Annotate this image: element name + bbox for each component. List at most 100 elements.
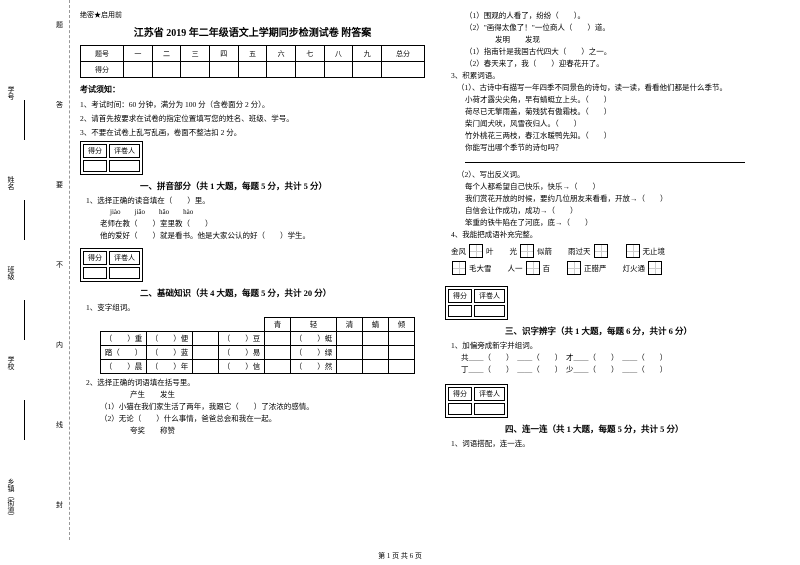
tianzi-box[interactable] [648,261,662,275]
binding-label-school: 学校 [6,356,16,370]
idiom-item: 雨过天 [568,244,609,258]
antonym-line: 每个人都希望自己快乐，快乐→（ ） [465,181,790,193]
question-line: 他的爱好（ ）就是看书。他是大家公认的好（ ）学生。 [100,230,425,242]
cell[interactable] [181,62,210,78]
scorer-box: 得分评卷人 [445,384,508,418]
binding-label-id: 学号 [6,86,16,100]
cell: 三 [181,46,210,62]
binding-line [24,400,25,440]
notice-line: 3、不要在试卷上乱写乱画，卷面不整洁扣 2 分。 [80,127,425,139]
binding-line [24,300,25,340]
seal-char: 线 [56,420,63,430]
tianzi-box[interactable] [452,261,466,275]
word-options: 产生 发生 [130,389,425,401]
cell[interactable] [193,332,219,346]
cell[interactable] [265,360,291,374]
question-text: 1、变字组词。 [86,302,425,314]
cell: 踏（ ） [101,346,147,360]
question-text: 1、加偏旁成新字并组词。 [451,340,790,352]
cell[interactable] [209,62,238,78]
cell[interactable] [389,332,415,346]
cell: 四 [209,46,238,62]
question-line: （1）小猫在我们家生活了两年，我跟它（ ）了浓浓的感情。 [100,401,425,413]
cell[interactable] [193,360,219,374]
cell[interactable] [267,62,296,78]
notice-heading: 考试须知： [80,84,425,95]
cell[interactable] [474,305,505,317]
content: 绝密★启用前 江苏省 2019 年二年级语文上学期同步检测试卷 附答案 题号 一… [80,10,790,450]
page-footer: 第 1 页 共 6 页 [0,551,800,561]
blank-line[interactable] [465,154,790,167]
cell[interactable] [265,332,291,346]
cell[interactable] [363,332,389,346]
cell: 得分 [81,62,124,78]
cell[interactable] [109,160,140,172]
seal-char: 题 [56,20,63,30]
tianzi-box[interactable] [567,261,581,275]
cell[interactable] [295,62,324,78]
cell: （ ）蓝 [147,346,193,360]
tianzi-box[interactable] [526,261,540,275]
word-options: 发明 发现 [495,34,790,46]
cell[interactable] [324,62,353,78]
cell[interactable] [448,403,472,415]
cell: 二 [152,46,181,62]
cell[interactable] [474,403,505,415]
idiom-text: 毛大雪 [469,263,492,274]
binding-area: 乡镇（街道） 学校 班级 姓名 学号 封 线 内 不 要 答 题 [0,0,70,540]
idiom-item: 灯火通 [623,261,664,275]
cell[interactable] [363,360,389,374]
cell: 倾 [389,318,415,332]
cell[interactable] [389,360,415,374]
tianzi-box[interactable] [626,244,640,258]
poem-line: 荷尽已无擎雨盖，菊残犹有傲霜枝。（ ） [465,106,790,118]
section-title-3: 三、识字辨字（共 1 大题，每题 6 分，共计 6 分） [505,325,790,337]
cell: （ ）晨 [101,360,147,374]
cell: （ ）豆 [219,332,265,346]
cell: （ ）重 [101,332,147,346]
idiom-item: 毛大雪 [451,261,492,275]
tianzi-box[interactable] [469,244,483,258]
cell[interactable] [448,305,472,317]
binding-label-name: 姓名 [6,176,16,190]
tianzi-box[interactable] [520,244,534,258]
question-text: 4、我能把成语补充完整。 [451,229,790,241]
idiom-text: 光 [510,246,518,257]
cell[interactable] [337,360,363,374]
section-title-1: 一、拼音部分（共 1 大题，每题 5 分，共计 5 分） [140,180,425,192]
cell[interactable] [152,62,181,78]
cell: （ ）然 [291,360,337,374]
idiom-text: 正腊严 [584,263,607,274]
binding-label-class: 班级 [6,266,16,280]
cell[interactable] [265,346,291,360]
cell[interactable] [363,346,389,360]
notice-line: 2、请首先按要求在试卷的指定位置填写您的姓名、班级、学号。 [80,113,425,125]
cell[interactable] [83,267,107,279]
seal-char: 封 [56,500,63,510]
question-line: （2）"画得太像了！"一位商人（ ）道。 [465,22,790,34]
cell[interactable] [83,160,107,172]
right-column: （1）围观的人看了，纷纷（ ）。 （2）"画得太像了！"一位商人（ ）道。 发明… [445,10,790,450]
cell: （ ）便 [147,332,193,346]
cell[interactable] [389,346,415,360]
seal-char: 内 [56,340,63,350]
cell[interactable] [381,62,424,78]
cell[interactable] [124,62,153,78]
cell[interactable] [353,62,382,78]
idiom-item: 正腊严 [566,261,607,275]
seal-char: 要 [56,180,63,190]
cell[interactable] [238,62,267,78]
binding-label-town: 乡镇（街道） [6,478,16,520]
cell: 评卷人 [474,289,505,303]
cell[interactable] [337,332,363,346]
question-text: 1、选择正确的读音填在（ ）里。 [86,195,425,207]
cell[interactable] [193,346,219,360]
confidential-label: 绝密★启用前 [80,10,425,20]
antonym-line: 自信会让作成功，成功→（ ） [465,205,790,217]
cell[interactable] [337,346,363,360]
score-table: 题号 一 二 三 四 五 六 七 八 九 总分 得分 [80,45,425,78]
cell[interactable] [109,267,140,279]
idiom-text: 叶 [486,246,494,257]
tianzi-box[interactable] [594,244,608,258]
poem-line: 你能写出哪个季节的诗句吗？ [465,142,790,154]
